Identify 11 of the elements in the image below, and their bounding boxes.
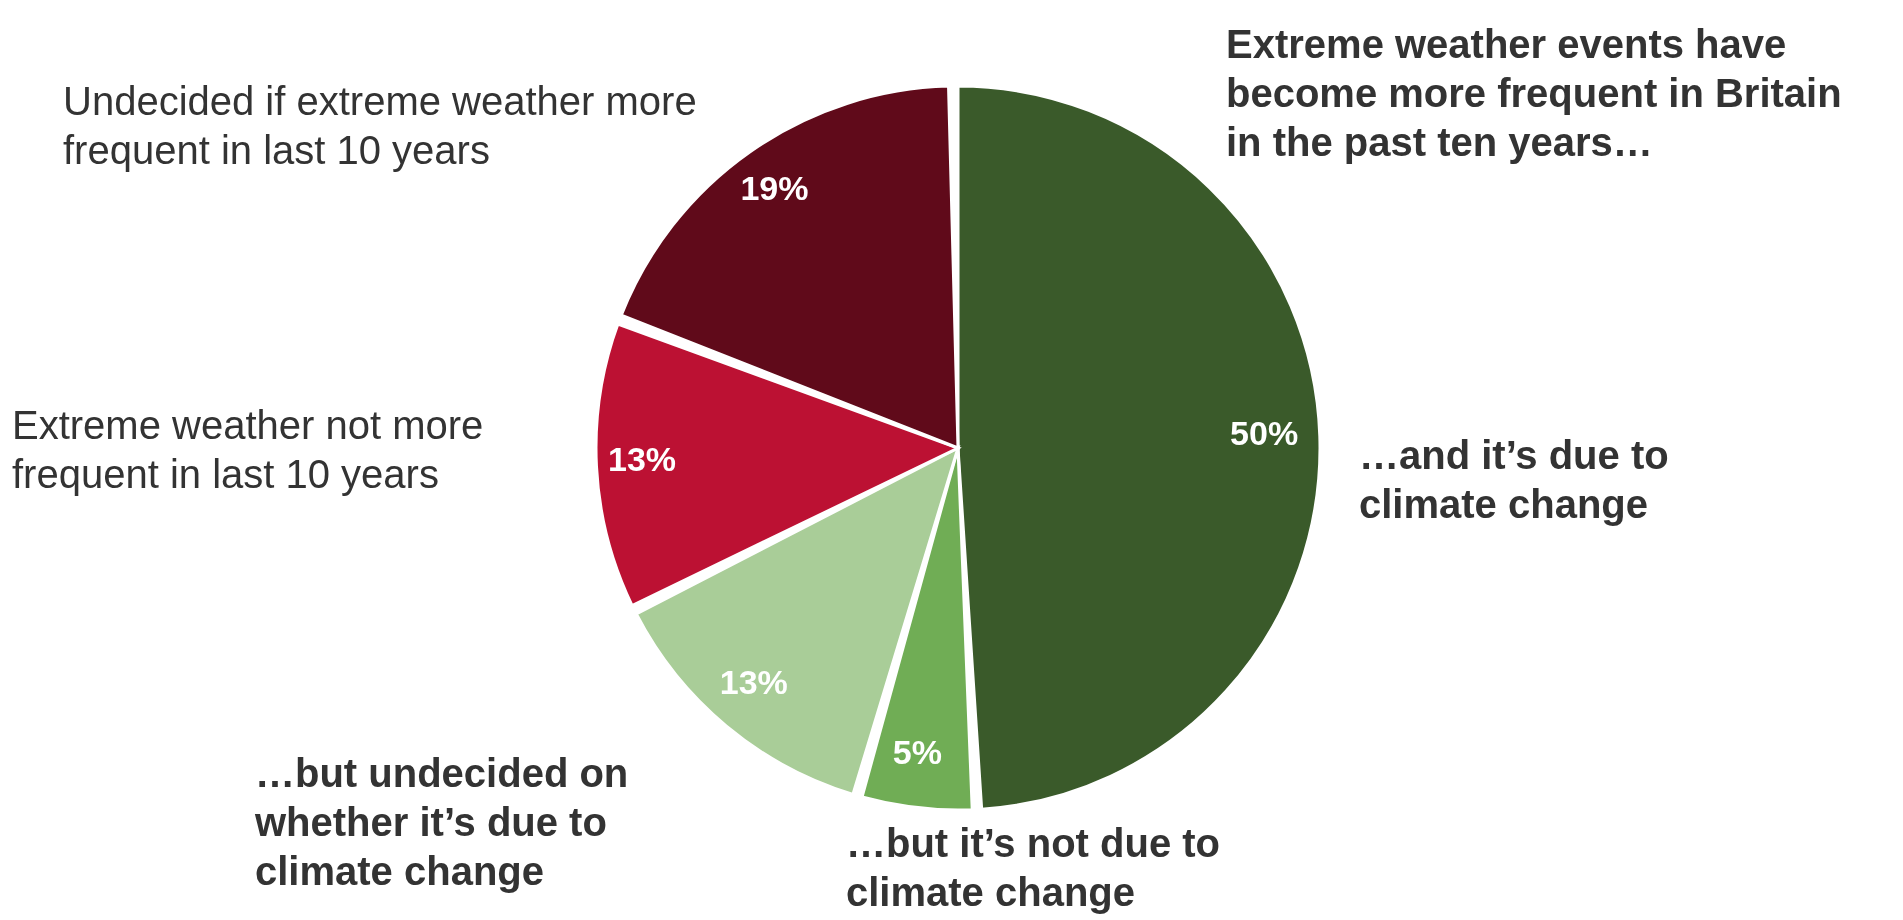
- data-label: 50%: [1230, 413, 1299, 452]
- data-label: 13%: [608, 439, 677, 478]
- slice-label: Extreme weather not more frequent in last 10 years: [12, 403, 484, 496]
- data-label: 19%: [740, 168, 809, 207]
- slice-label: …and it’s due to climate change: [1359, 432, 1670, 528]
- data-label: 5%: [892, 733, 942, 772]
- data-label: 13%: [719, 663, 788, 702]
- chart-title: Extreme weather events have become more frequent in Britain in the past ten years…: [1226, 21, 1843, 166]
- slice-label: Undecided if extreme weather more frequent in last 10 years: [63, 79, 697, 172]
- slice-label: …but it’s not due to climate change: [846, 820, 1221, 916]
- slice-label: …but undecided on whether it’s due to climate change: [255, 750, 630, 895]
